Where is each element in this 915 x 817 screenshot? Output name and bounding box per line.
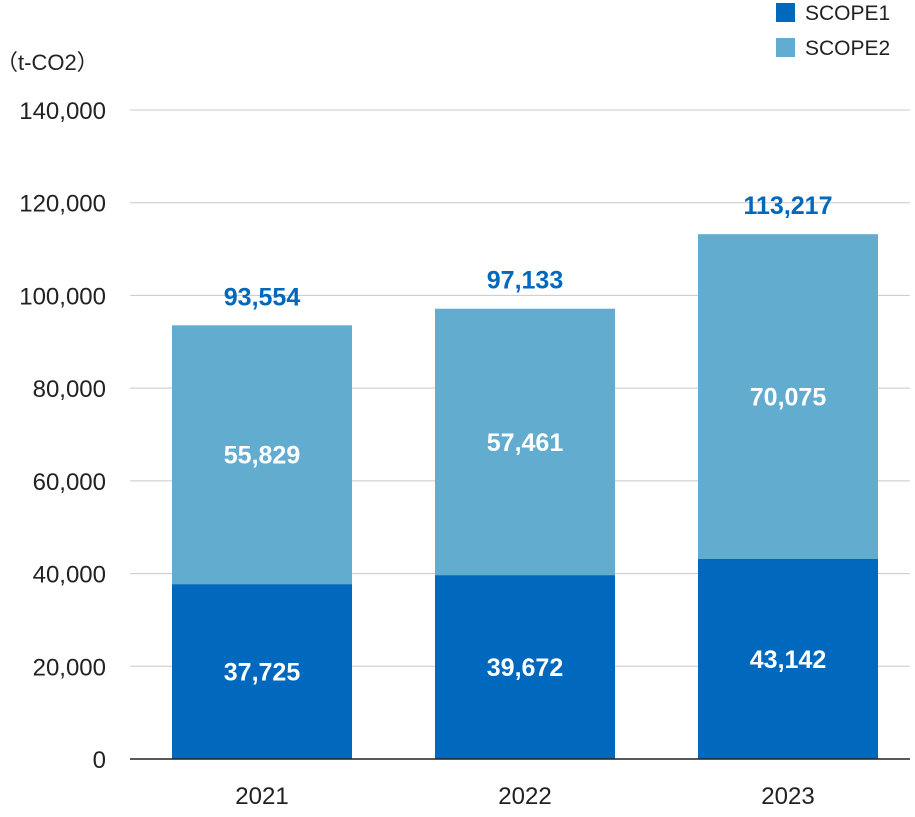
legend-swatch-scope1 xyxy=(776,3,795,22)
y-tick-label: 140,000 xyxy=(19,98,106,125)
bar-segment-scope2 xyxy=(698,234,878,560)
bar-segment-scope2 xyxy=(172,325,352,585)
y-tick-label: 60,000 xyxy=(33,469,106,496)
bar-segment-scope1 xyxy=(435,575,615,759)
legend-label: SCOPE2 xyxy=(805,37,890,60)
segment-value-label: 55,829 xyxy=(224,442,300,470)
bar-segment-scope1 xyxy=(172,584,352,759)
segment-value-label: 70,075 xyxy=(750,384,827,412)
total-value-label: 97,133 xyxy=(487,267,563,295)
segment-value-label: 37,725 xyxy=(224,659,301,687)
y-tick-label: 120,000 xyxy=(19,191,106,218)
bars xyxy=(172,234,878,759)
axes: 0 20,000 40,000 60,000 80,000 100,000 120,000 1… xyxy=(19,98,910,810)
segment-value-label: 39,672 xyxy=(487,654,563,682)
y-tick-label: 0 xyxy=(93,747,106,774)
segment-value-label: 43,142 xyxy=(750,646,826,674)
bar-segment-scope1 xyxy=(698,559,878,759)
segment-value-label: 57,461 xyxy=(487,429,564,457)
x-tick-label: 2022 xyxy=(498,783,551,810)
bar-segment-scope2 xyxy=(435,308,615,576)
total-value-label: 113,217 xyxy=(744,192,833,220)
y-tick-label: 100,000 xyxy=(19,283,106,310)
x-tick-label: 2023 xyxy=(761,783,814,810)
total-value-label: 93,554 xyxy=(224,283,301,311)
x-tick-label: 2021 xyxy=(235,783,288,810)
y-tick-label: 40,000 xyxy=(33,562,106,589)
y-tick-label: 20,000 xyxy=(33,654,106,681)
legend: SCOPE1 SCOPE2 xyxy=(776,2,890,60)
legend-label: SCOPE1 xyxy=(805,2,890,25)
y-axis-unit-label: （t-CO2） xyxy=(0,50,99,75)
legend-swatch-scope2 xyxy=(776,38,795,57)
data-labels: 37,725 55,829 93,554 39,672 57,461 97,133 43,1… xyxy=(224,192,833,686)
y-tick-label: 80,000 xyxy=(33,376,106,403)
